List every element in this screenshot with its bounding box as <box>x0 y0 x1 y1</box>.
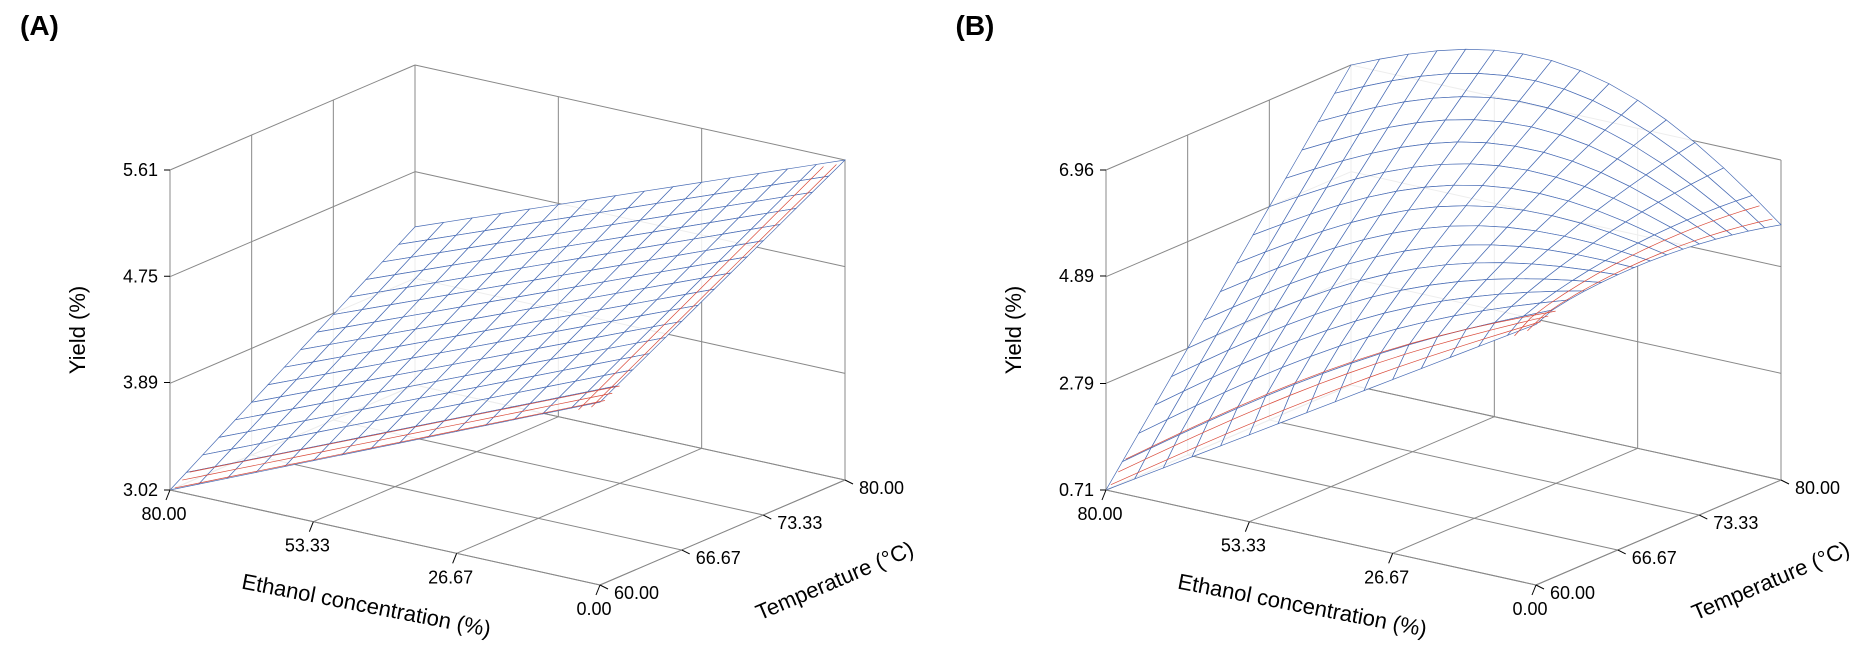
panel-b: (B) 0.712.794.896.9680.0053.3326.670.006… <box>936 0 1871 664</box>
panel-a-svg: 3.02 3.89 4.75 5.61 80.00 53.33 26.67 0.0060.00… <box>0 0 935 664</box>
svg-text:80.00: 80.00 <box>1077 504 1122 524</box>
svg-text:0.00: 0.00 <box>1512 599 1547 619</box>
svg-text:73.33: 73.33 <box>1713 513 1758 533</box>
svg-text:80.00: 80.00 <box>141 504 186 524</box>
svg-text:Yield (%): Yield (%) <box>1001 286 1026 374</box>
svg-text:Temperature (°C): Temperature (°C) <box>1687 536 1852 625</box>
svg-text:3.89: 3.89 <box>123 373 158 393</box>
svg-text:53.33: 53.33 <box>285 536 330 556</box>
svg-text:26.67: 26.67 <box>428 567 473 587</box>
svg-text:66.67: 66.67 <box>696 548 741 568</box>
svg-text:4.75: 4.75 <box>123 266 158 286</box>
svg-text:60.00: 60.00 <box>1550 583 1595 603</box>
svg-text:53.33: 53.33 <box>1220 536 1265 556</box>
svg-text:Temperature (°C): Temperature (°C) <box>752 536 917 625</box>
svg-text:60.00: 60.00 <box>614 583 659 603</box>
svg-text:6.96: 6.96 <box>1058 160 1093 180</box>
svg-text:80.00: 80.00 <box>859 478 904 498</box>
panel-a: (A) 3.023.894.755.6180.0053.3326.670.006… <box>0 0 936 664</box>
panel-b-svg: 0.71 2.79 4.89 6.96 80.00 53.33 26.67 0.0060.00… <box>936 0 1871 664</box>
svg-text:Yield (%): Yield (%) <box>65 286 90 374</box>
svg-text:0.00: 0.00 <box>576 599 611 619</box>
svg-text:2.79: 2.79 <box>1058 374 1093 394</box>
svg-text:5.61: 5.61 <box>123 160 158 180</box>
figure-container: (A) 3.023.894.755.6180.0053.3326.670.006… <box>0 0 1871 664</box>
svg-text:4.89: 4.89 <box>1058 266 1093 286</box>
svg-text:3.02: 3.02 <box>123 480 158 500</box>
svg-text:0.71: 0.71 <box>1058 480 1093 500</box>
svg-text:73.33: 73.33 <box>777 513 822 533</box>
svg-text:66.67: 66.67 <box>1631 548 1676 568</box>
svg-text:26.67: 26.67 <box>1364 567 1409 587</box>
svg-text:80.00: 80.00 <box>1795 478 1840 498</box>
